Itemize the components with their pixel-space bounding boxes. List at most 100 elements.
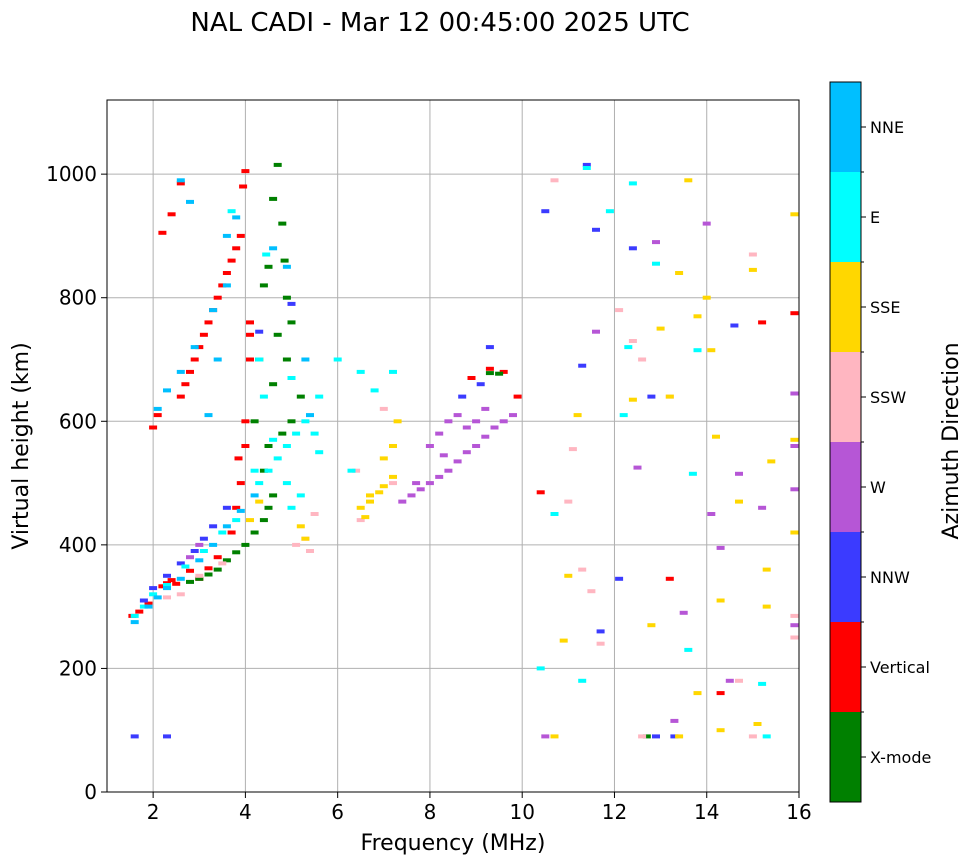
echo-point-e: [310, 431, 319, 436]
echo-point-x-mode: [269, 382, 278, 387]
echo-point-sse: [735, 499, 743, 504]
echo-point-vertical: [176, 394, 185, 399]
echo-point-vertical: [167, 212, 176, 217]
echo-point-ssw: [790, 635, 799, 640]
echo-point-nne: [130, 620, 139, 625]
echo-point-nne: [213, 357, 222, 362]
echo-point-vertical: [790, 311, 799, 316]
echo-point-e: [181, 564, 190, 569]
echo-point-sse: [656, 326, 665, 331]
echo-point-sse: [665, 394, 674, 399]
colorbar-category-label: W: [870, 478, 886, 497]
echo-point-e: [139, 604, 148, 609]
plot-frame: [106, 99, 800, 793]
echo-point-nne: [153, 406, 162, 411]
echo-point-sse: [550, 734, 559, 739]
echo-point-vertical: [513, 394, 522, 399]
echo-point-e: [652, 261, 660, 266]
colorbar-segment: [830, 442, 861, 532]
echo-point-x-mode: [213, 567, 222, 572]
echo-point-nnw: [139, 598, 148, 603]
echo-point-ssw: [615, 308, 624, 313]
colorbar-category-label: SSW: [870, 388, 906, 407]
echo-point-ssw: [638, 357, 647, 362]
echo-point-vertical: [149, 425, 158, 430]
echo-point-vertical: [234, 456, 243, 461]
echo-point-x-mode: [241, 542, 250, 547]
echo-point-sse: [559, 638, 568, 643]
echo-point-e: [282, 444, 291, 448]
echo-point-x-mode: [273, 332, 282, 337]
echo-point-e: [356, 369, 365, 374]
echo-point-sse: [255, 499, 264, 504]
echo-point-w: [195, 542, 204, 547]
echo-point-w: [439, 453, 448, 458]
echo-point-sse: [366, 499, 374, 504]
echo-point-w: [790, 444, 799, 448]
echo-point-ssw: [568, 447, 577, 452]
echo-point-w: [499, 419, 508, 424]
echo-point-w: [670, 718, 679, 723]
echo-point-e: [292, 431, 301, 436]
echo-point-x-mode: [485, 371, 494, 376]
echo-point-sse: [716, 598, 725, 603]
colorbar-category-label: E: [870, 208, 880, 227]
echo-point-w: [425, 444, 434, 448]
echo-point-sse: [693, 314, 702, 319]
echo-point-w: [490, 425, 499, 430]
echo-point-e: [758, 681, 767, 686]
echo-point-w: [444, 419, 453, 424]
echo-point-sse: [375, 490, 384, 495]
echo-point-ssw: [790, 613, 799, 618]
echo-point-x-mode: [296, 394, 305, 399]
x-tick-label: 16: [786, 800, 811, 824]
echo-point-ssw: [748, 252, 757, 257]
echo-point-nne: [204, 413, 213, 418]
colorbar-category-label: NNE: [870, 118, 904, 137]
echo-point-vertical: [241, 419, 250, 424]
echo-point-nnw: [209, 524, 218, 529]
echo-point-x-mode: [264, 264, 273, 269]
echo-point-nnw: [615, 576, 624, 581]
echo-point-e: [578, 678, 587, 683]
echo-point-nne: [209, 542, 218, 547]
echo-point-vertical: [236, 481, 245, 486]
azimuth-colorbar: X-mode Vertical NNW W SSW SSE E NNE: [829, 81, 931, 803]
echo-point-e: [269, 437, 278, 442]
echo-point-ssw: [587, 589, 596, 594]
echo-point-e: [149, 592, 158, 597]
echo-point-e: [255, 481, 264, 486]
colorbar-segment: [830, 712, 861, 802]
echo-point-e: [693, 348, 702, 353]
echo-point-e: [287, 376, 296, 380]
echo-point-vertical: [213, 555, 222, 560]
echo-point-ssw: [735, 678, 743, 683]
echo-point-e: [199, 549, 208, 553]
echo-marks: [128, 162, 799, 739]
echo-point-nne: [222, 524, 231, 529]
echo-point-w: [472, 419, 481, 424]
colorbar-category-label: X-mode: [870, 748, 931, 767]
echo-point-sse: [675, 734, 684, 739]
echo-point-e: [370, 388, 379, 393]
colorbar-segment: [830, 622, 861, 712]
echo-point-e: [624, 345, 633, 350]
echo-point-x-mode: [287, 320, 296, 325]
echo-point-nne: [222, 283, 231, 288]
x-tick-label: 4: [239, 800, 252, 824]
echo-point-ssw: [628, 339, 637, 343]
echo-point-nnw: [485, 345, 494, 350]
echo-point-nnw: [541, 209, 550, 214]
echo-point-e: [232, 518, 241, 523]
echo-point-ssw: [379, 406, 388, 411]
echo-point-vertical: [716, 691, 725, 696]
echo-point-e: [130, 613, 139, 618]
echo-point-w: [462, 450, 471, 455]
echo-point-e: [301, 419, 310, 424]
echo-point-nne: [186, 199, 194, 204]
x-tick-label: 2: [147, 800, 160, 824]
echo-point-e: [282, 481, 291, 486]
echo-point-sse: [356, 505, 365, 510]
echo-point-vertical: [172, 581, 181, 586]
